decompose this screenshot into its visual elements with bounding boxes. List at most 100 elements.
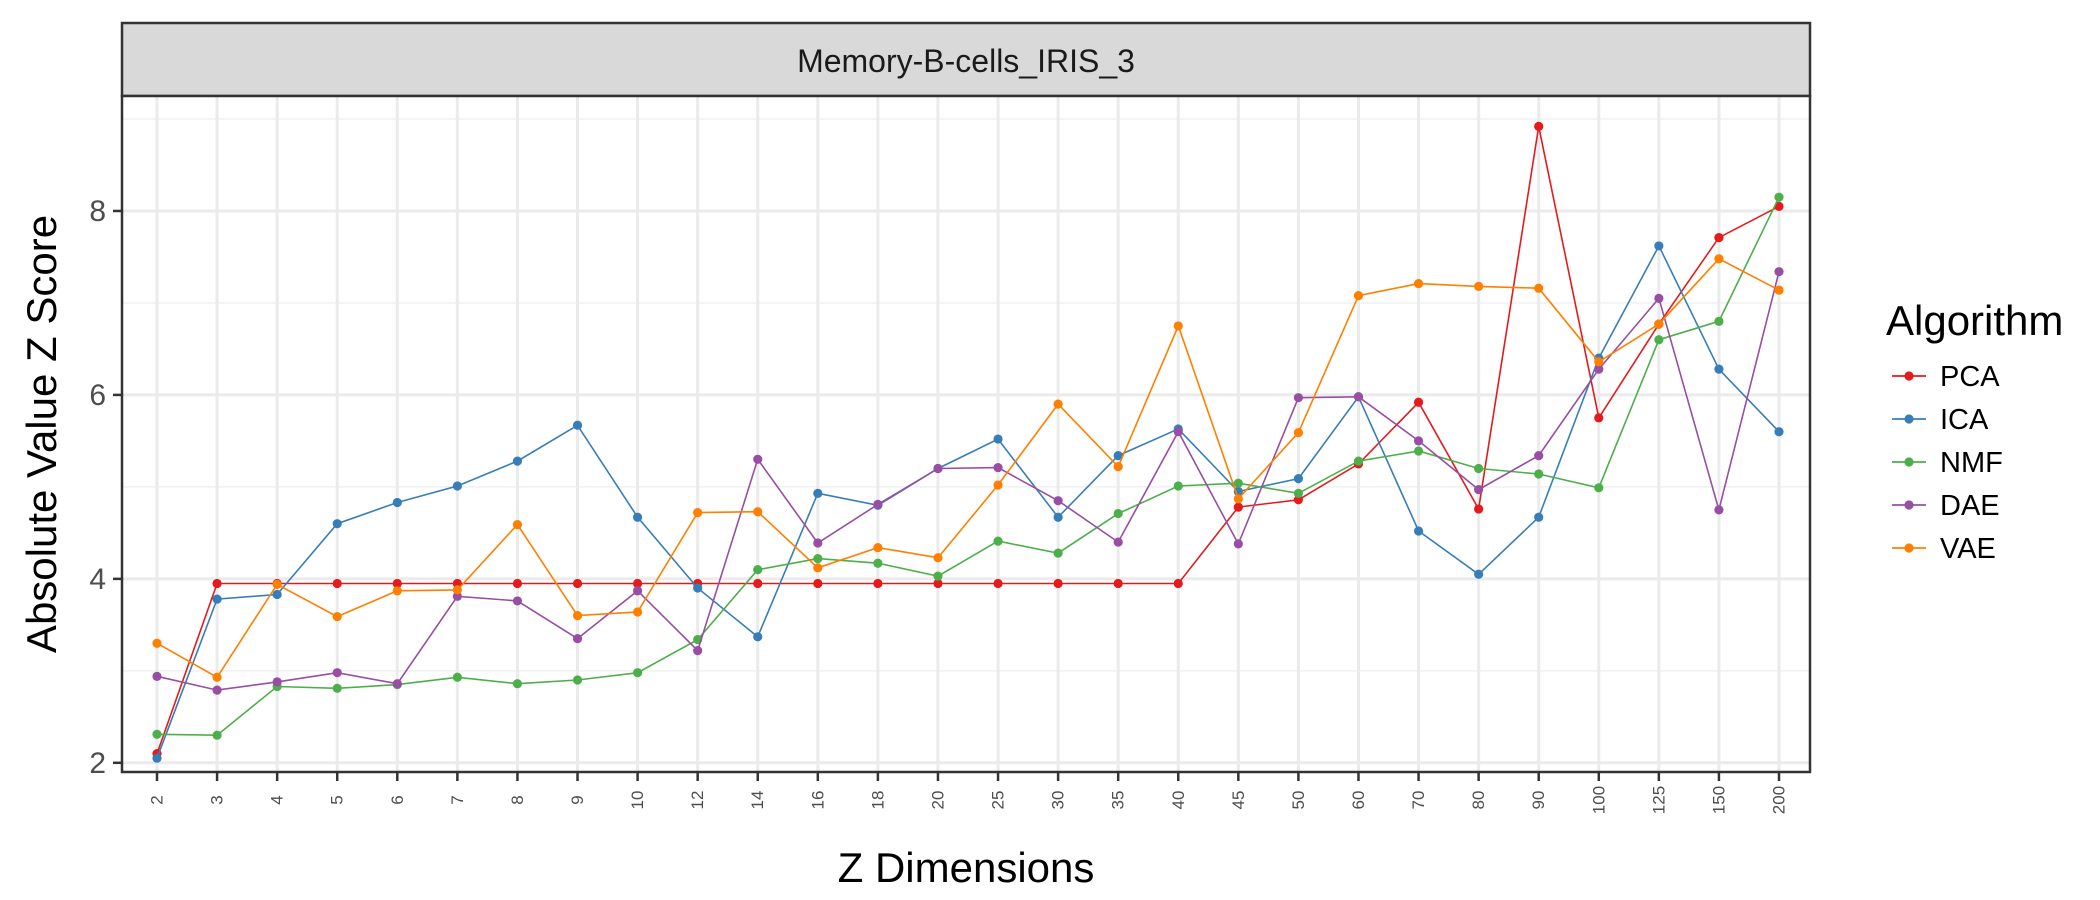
x-tick-label: 200	[1770, 786, 1789, 814]
data-point-dae	[873, 499, 883, 509]
data-point-pca	[1774, 201, 1784, 211]
data-point-ica	[452, 481, 462, 491]
data-point-nmf	[1594, 483, 1604, 493]
data-point-dae	[993, 462, 1003, 473]
x-tick-label: 18	[868, 791, 887, 810]
data-point-nmf	[1474, 463, 1484, 474]
series-layer	[152, 121, 1784, 763]
data-point-vae	[212, 672, 222, 682]
data-point-dae	[753, 454, 763, 464]
data-point-ica	[152, 753, 162, 763]
data-point-dae	[452, 591, 462, 601]
data-point-nmf	[1714, 316, 1724, 326]
data-point-vae	[512, 519, 523, 530]
data-point-nmf	[873, 558, 883, 568]
data-point-vae	[572, 611, 583, 621]
x-tick-label: 14	[748, 791, 767, 810]
data-point-vae	[873, 542, 883, 553]
data-point-vae	[1413, 279, 1424, 289]
facet-strip-background	[120, 21, 1812, 98]
data-point-nmf	[212, 730, 222, 740]
data-point-vae	[152, 638, 162, 648]
data-point-dae	[1774, 267, 1784, 277]
y-tick-label: 2	[89, 747, 106, 780]
panel-border	[120, 94, 1812, 774]
data-point-ica	[632, 512, 643, 522]
legend-item-nmf: NMF	[1892, 447, 2003, 479]
data-point-vae	[392, 586, 402, 596]
data-point-pca	[1413, 397, 1424, 407]
data-point-vae	[693, 508, 703, 518]
legend-key-point	[1904, 543, 1914, 553]
series-line-ica	[156, 244, 1780, 759]
data-point-dae	[1714, 505, 1724, 515]
data-point-nmf	[993, 536, 1003, 546]
grid-major	[122, 96, 1810, 772]
data-point-vae	[332, 611, 342, 622]
data-point-dae	[272, 677, 282, 687]
data-point-dae	[1474, 485, 1484, 495]
data-point-pca	[1233, 502, 1243, 512]
data-point-nmf	[332, 683, 342, 693]
data-point-vae	[753, 507, 763, 517]
data-point-pca	[1534, 121, 1544, 131]
data-point-ica	[392, 497, 402, 508]
x-tick-label: 9	[568, 795, 587, 804]
legend-item-dae: DAE	[1892, 490, 2000, 522]
data-point-nmf	[1233, 478, 1243, 488]
data-point-pca	[1053, 578, 1063, 589]
x-tick-label: 20	[928, 791, 947, 810]
data-point-dae	[693, 645, 703, 656]
data-point-dae	[1654, 293, 1664, 303]
data-point-nmf	[452, 672, 462, 682]
data-point-dae	[1413, 436, 1424, 446]
data-point-vae	[993, 480, 1003, 490]
x-tick-label: 80	[1469, 791, 1488, 810]
data-point-ica	[1293, 474, 1304, 484]
grid-minor	[122, 118, 1810, 672]
data-point-pca	[332, 578, 342, 589]
data-point-vae	[1774, 285, 1784, 295]
series-dae	[152, 267, 1784, 695]
data-point-pca	[1474, 504, 1484, 514]
x-tick-label: 90	[1529, 791, 1548, 810]
data-point-pca	[212, 578, 222, 589]
data-point-nmf	[1053, 548, 1063, 558]
legend-key-point	[1904, 500, 1914, 510]
data-point-dae	[933, 463, 943, 474]
legend-label: DAE	[1940, 490, 2000, 522]
data-point-dae	[1594, 364, 1604, 374]
data-point-nmf	[813, 554, 823, 564]
data-point-dae	[1293, 393, 1304, 403]
y-tick-label: 4	[89, 563, 106, 596]
series-vae	[152, 254, 1784, 682]
x-axis: 2 3 4 5 6 7 8 9 10 12 14 16 18 20 25 30 35 40 45 50 60 70 80 90…	[148, 772, 1789, 814]
series-pca	[152, 121, 1784, 759]
series-line-pca	[156, 126, 1780, 754]
x-tick-label: 4	[268, 795, 287, 804]
data-point-pca	[572, 578, 583, 589]
data-point-nmf	[152, 729, 162, 739]
data-point-dae	[1353, 392, 1364, 402]
data-point-pca	[1173, 578, 1183, 589]
data-point-dae	[813, 538, 823, 548]
x-tick-label: 125	[1649, 786, 1668, 814]
data-point-ica	[1474, 569, 1484, 579]
data-point-nmf	[572, 675, 583, 685]
legend-key-point	[1904, 371, 1914, 381]
data-point-dae	[1113, 537, 1123, 547]
legend-label: ICA	[1940, 404, 1989, 436]
y-axis-title: Absolute Value Z Score	[18, 215, 65, 653]
x-tick-label: 10	[628, 791, 647, 810]
facet-strip-label: Memory-B-cells_IRIS_3	[797, 43, 1135, 79]
y-tick-label: 6	[89, 379, 106, 412]
data-point-ica	[1053, 512, 1063, 522]
data-point-pca	[933, 578, 943, 589]
x-tick-label: 30	[1049, 791, 1068, 810]
series-line-vae	[156, 257, 1780, 679]
data-point-dae	[1233, 539, 1243, 549]
data-point-nmf	[933, 571, 943, 581]
x-tick-label: 40	[1169, 791, 1188, 810]
data-point-vae	[1714, 254, 1724, 264]
